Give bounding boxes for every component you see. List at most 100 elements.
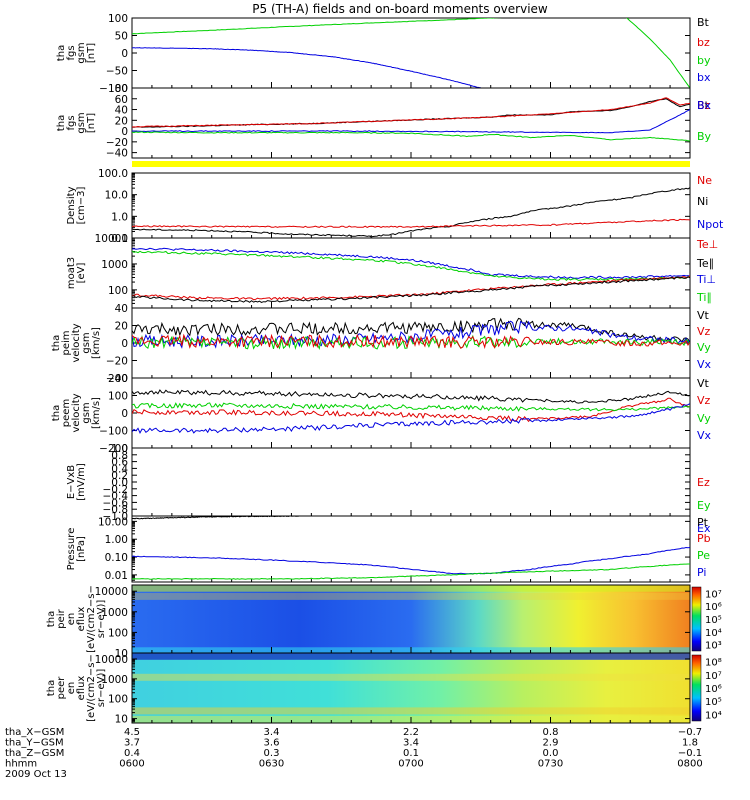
ephemeris-value: 0.3 bbox=[264, 748, 280, 759]
legend-entry: Vx bbox=[697, 358, 712, 371]
y-axis-label: sr−eV)] bbox=[96, 600, 107, 639]
ephemeris-value: 0700 bbox=[398, 759, 423, 770]
ephemeris-value: 3.6 bbox=[264, 738, 280, 749]
series-vel2-Vz bbox=[132, 397, 690, 423]
ephemeris-row-label: tha_X−GSM bbox=[5, 727, 64, 738]
ephemeris-value: 3.7 bbox=[124, 738, 140, 749]
ephemeris-value: 0.1 bbox=[403, 748, 419, 759]
y-tick-label: 100 bbox=[108, 627, 128, 639]
legend-entry: Ez bbox=[697, 476, 710, 489]
y-axis-label: tha bbox=[51, 405, 62, 421]
y-axis-label: tha bbox=[56, 115, 67, 131]
y-tick-label: 10.00 bbox=[98, 516, 128, 528]
ephemeris-row-label: tha_Y−GSM bbox=[5, 738, 64, 749]
legend-entry: by bbox=[697, 54, 711, 67]
legend-entry: Ti∥ bbox=[696, 291, 712, 304]
y-tick-label: 40 bbox=[115, 303, 128, 315]
series-temp-Ti⊥ bbox=[132, 247, 690, 279]
y-tick-label: 60 bbox=[115, 94, 128, 106]
legend-entry: Pe bbox=[697, 549, 710, 562]
series-vel1-Vz bbox=[132, 333, 690, 350]
legend-entry: Pi bbox=[697, 566, 706, 579]
ephemeris-value: 4.5 bbox=[124, 727, 140, 738]
y-axis-label: [nT] bbox=[86, 43, 97, 63]
legend-entry: bz bbox=[697, 36, 710, 49]
y-axis-label: gsm bbox=[76, 112, 87, 133]
y-axis-label: gsm bbox=[81, 332, 92, 353]
y-axis-label: [cm−3] bbox=[76, 187, 87, 225]
y-tick-label: −40 bbox=[106, 373, 128, 385]
series-fgs2-Bx bbox=[132, 109, 690, 134]
ephemeris-value: −0.7 bbox=[678, 727, 702, 738]
y-tick-label: 20 bbox=[115, 321, 128, 333]
y-axis-label: [eV/(cm2−s− bbox=[86, 585, 97, 653]
series-density-Ne bbox=[132, 218, 690, 228]
ephemeris-value: 3.4 bbox=[403, 738, 419, 749]
ephemeris-value: 3.4 bbox=[264, 727, 280, 738]
series-fgs1-bx bbox=[132, 47, 481, 88]
colorbar-tick-label: 10⁵ bbox=[705, 697, 722, 708]
y-axis-label: eflux bbox=[76, 676, 87, 701]
panel-elec_spec: 10⁸ 10⁷ 10⁶ 10⁵ 10⁴ 10000 1000 100 10 tha peer en ef… bbox=[46, 652, 722, 726]
y-axis-label: [nPa] bbox=[76, 536, 87, 562]
legend-entry: Bt bbox=[697, 99, 710, 112]
ephemeris-value: 0.4 bbox=[124, 748, 140, 759]
y-axis-label: [nT] bbox=[86, 113, 97, 133]
y-axis-label: tha bbox=[51, 335, 62, 351]
legend-entry: Pb bbox=[697, 532, 711, 545]
y-axis-label: peim bbox=[61, 330, 72, 355]
series-pressure-Pe bbox=[132, 563, 690, 580]
y-axis-label: velocity bbox=[71, 393, 82, 432]
legend-entry: Vz bbox=[697, 394, 711, 407]
y-tick-label: −200 bbox=[99, 443, 128, 455]
colorbar-tick-label: 10⁴ bbox=[705, 628, 722, 639]
panel-vel2: 200 100 0 −100 −200 tha peem velocity gsm [km/s] V… bbox=[51, 373, 712, 455]
legend-entry: Vt bbox=[697, 377, 710, 390]
y-tick-label: 200 bbox=[108, 373, 128, 385]
y-tick-label: −0.8 bbox=[103, 504, 129, 516]
y-tick-label: 10000 bbox=[95, 586, 128, 598]
panel-ion_spec: 10⁷ 10⁶ 10⁵ 10⁴ 10³ 10000 1000 100 10 tha peir en ef… bbox=[46, 584, 722, 660]
y-axis-label: peem bbox=[61, 399, 72, 427]
series-vel1-Vy bbox=[132, 334, 690, 351]
y-axis-label: velocity bbox=[71, 323, 82, 362]
ephemeris-value: 0800 bbox=[677, 759, 702, 770]
colorbar-tick-label: 10⁶ bbox=[705, 684, 722, 695]
y-tick-label: 1.00 bbox=[105, 534, 128, 546]
colorbar-tick-label: 10³ bbox=[705, 641, 722, 652]
spectrogram-ion_spec bbox=[132, 585, 690, 653]
colorbar-tick-label: 10⁵ bbox=[705, 615, 722, 626]
spectrogram-band bbox=[132, 707, 690, 715]
y-tick-label: 0.1 bbox=[111, 233, 128, 245]
y-tick-label: 0.0 bbox=[111, 477, 128, 489]
legend-entry: Pt bbox=[697, 516, 709, 529]
y-tick-label: 80 bbox=[115, 83, 128, 95]
y-tick-label: 10 bbox=[115, 714, 128, 726]
series-pressure-Pt bbox=[132, 516, 302, 520]
series-vel2-Vt bbox=[132, 389, 690, 404]
y-tick-label: 20 bbox=[115, 115, 128, 127]
y-tick-label: 0 bbox=[121, 408, 128, 420]
legend-entry: Bz bbox=[697, 99, 711, 112]
ephemeris-value: 2.2 bbox=[403, 727, 419, 738]
y-axis-label: fgs bbox=[66, 45, 77, 60]
ephemeris-row-label: hhmm bbox=[5, 759, 37, 770]
y-tick-label: 0.8 bbox=[111, 450, 128, 462]
y-tick-label: −100 bbox=[99, 83, 128, 95]
colorbar-tick-label: 10⁷ bbox=[705, 589, 722, 600]
spectrogram-band bbox=[132, 584, 690, 592]
y-axis-label: tha bbox=[46, 680, 57, 696]
colorbar-tick-label: 10⁷ bbox=[705, 671, 722, 682]
panel-fgs1: 100 50 0 −50 −100 tha fgs gsm [nT] Bt bz by bx bbox=[56, 13, 711, 95]
series-density-Ni bbox=[132, 187, 690, 238]
y-tick-label: 0 bbox=[121, 338, 128, 350]
y-axis-label: [eV] bbox=[76, 263, 87, 284]
legend-entry: Vz bbox=[697, 325, 711, 338]
y-tick-label: −1.0 bbox=[103, 511, 129, 523]
legend-entry: Vx bbox=[697, 429, 712, 442]
y-axis-label: en bbox=[66, 613, 77, 626]
legend-entry: Te∥ bbox=[696, 257, 714, 270]
ephemeris-value: 0600 bbox=[119, 759, 144, 770]
chart-title: P5 (TH-A) fields and on-board moments ov… bbox=[252, 2, 548, 16]
